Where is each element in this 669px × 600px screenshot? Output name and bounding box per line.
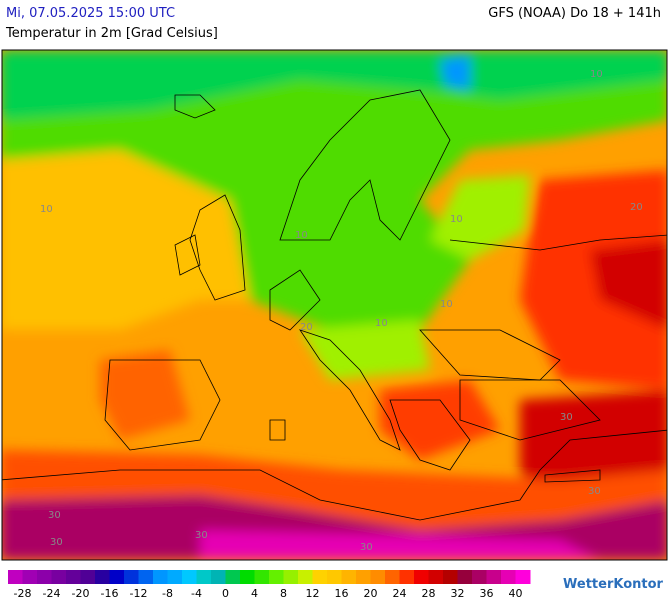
colorbar-tick-label: 24	[393, 587, 407, 600]
colorbar-segment	[153, 570, 168, 584]
colorbar-segment	[341, 570, 357, 584]
colorbar-tick-label: 8	[280, 587, 287, 600]
colorbar-segment	[37, 570, 52, 584]
colorbar-segment	[327, 570, 342, 584]
colorbar-segment	[414, 570, 429, 584]
colorbar-tick-label: -8	[162, 587, 173, 600]
colorbar-segment	[399, 570, 415, 584]
colorbar-tick-label: -16	[101, 587, 119, 600]
contour-label: 10	[295, 230, 308, 241]
contour-label: 10	[40, 204, 53, 215]
colorbar-segment	[182, 570, 197, 584]
colorbar-segment	[428, 570, 444, 584]
colorbar-segment	[138, 570, 154, 584]
contour-label: 30	[48, 510, 61, 521]
contour-labels: 10 10 10 10 10 10 20 20 30 30 30 30 30 3…	[40, 69, 643, 553]
colorbar-segment	[211, 570, 226, 584]
colorbar-segment	[472, 570, 487, 584]
colorbar-segment	[22, 570, 38, 584]
colorbar-tick-label: -4	[191, 587, 202, 600]
colorbar-tick-label: 12	[306, 587, 320, 600]
datetime: Mi, 07.05.2025 15:00 UTC	[6, 6, 176, 21]
contour-label: 30	[195, 530, 208, 541]
colorbar-segment	[66, 570, 81, 584]
colorbar-segment	[167, 570, 183, 584]
colorbar-segment	[124, 570, 139, 584]
colorbar-segment	[312, 570, 328, 584]
colorbar-segment	[486, 570, 502, 584]
contour-label: 20	[300, 322, 313, 333]
colorbar: -28 -24 -20 -16 -12 -8 -4 0 4 8 12 16 20 24 28 32 36 40	[8, 570, 531, 600]
contour-label: 10	[590, 69, 603, 80]
colorbar-segment	[283, 570, 299, 584]
contour-label: 10	[450, 214, 463, 225]
model-run: GFS (NOAA) Do 18 + 141h	[488, 6, 661, 21]
colorbar-segment	[8, 570, 23, 584]
contour-label: 10	[375, 318, 388, 329]
colorbar-tick-label: -20	[72, 587, 90, 600]
colorbar-segment	[240, 570, 255, 584]
colorbar-tick-label: 36	[480, 587, 494, 600]
colorbar-tick-label: 40	[509, 587, 523, 600]
contour-label: 30	[588, 486, 601, 497]
colorbar-tick-label: -24	[43, 587, 61, 600]
colorbar-tick-label: -12	[130, 587, 148, 600]
colorbar-segment	[443, 570, 458, 584]
contour-label: 20	[630, 202, 643, 213]
colorbar-tick-label: 0	[222, 587, 229, 600]
colorbar-tick-label: -28	[14, 587, 32, 600]
contour-label: 30	[50, 537, 63, 548]
colorbar-tick-label: 32	[451, 587, 465, 600]
coastlines	[2, 89, 667, 521]
colorbar-segment	[109, 570, 125, 584]
map-frame	[1, 49, 668, 561]
colorbar-segment	[370, 570, 386, 584]
colorbar-tick-label: 28	[422, 587, 436, 600]
temperature-field: 10 10 10 10 10 10 20 20 30 30 30 30 30 3…	[2, 50, 667, 560]
colorbar-segment	[225, 570, 241, 584]
colorbar-segment	[501, 570, 516, 584]
colorbar-segment	[385, 570, 400, 584]
colorbar-segment	[196, 570, 212, 584]
contour-label: 30	[560, 412, 573, 423]
colorbar-tick-label: 20	[364, 587, 378, 600]
colorbar-tick-label: 16	[335, 587, 349, 600]
colorbar-segment	[51, 570, 67, 584]
colorbar-segment	[298, 570, 313, 584]
brand: WetterKontor	[563, 577, 664, 592]
colorbar-segment	[515, 570, 531, 584]
colorbar-tick-label: 4	[251, 587, 258, 600]
contour-label: 10	[440, 299, 453, 310]
colorbar-segment	[95, 570, 110, 584]
contour-label: 30	[360, 542, 373, 553]
colorbar-segment	[80, 570, 96, 584]
colorbar-segment	[254, 570, 270, 584]
colorbar-segment	[356, 570, 371, 584]
map-title: Temperatur in 2m [Grad Celsius]	[6, 26, 218, 41]
colorbar-segment	[457, 570, 473, 584]
colorbar-segment	[269, 570, 284, 584]
